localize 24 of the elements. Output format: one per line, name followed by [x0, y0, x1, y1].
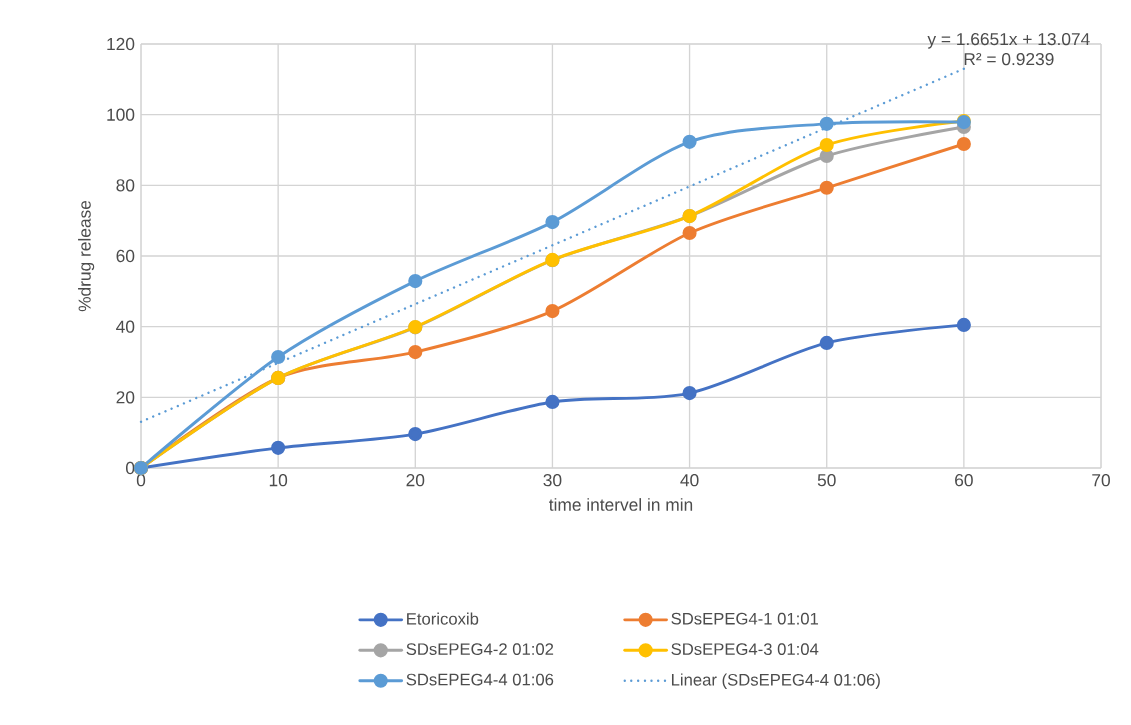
y-tick-label: 40 [116, 320, 135, 333]
y-tick-label: 100 [107, 108, 135, 121]
x-tick-label: 40 [680, 474, 699, 487]
y-tick-label: 0 [125, 461, 135, 475]
y-tick-label: 60 [116, 249, 135, 263]
x-tick-label: 50 [817, 474, 836, 487]
y-tick-label: 80 [116, 179, 135, 192]
legend-label: Linear (SDsEPEG4-4 01:06) [671, 673, 880, 689]
x-tick-label: 10 [269, 474, 288, 487]
x-tick-label: 20 [406, 474, 425, 487]
y-tick-label: 120 [107, 37, 135, 51]
annotation: R² = 0.9239 [964, 52, 1054, 66]
legend-label: SDsEPEG4-4 01:06 [406, 673, 554, 686]
y-axis-title: %drug release [78, 200, 95, 312]
x-axis-title: time intervel in min [549, 498, 693, 511]
legend-label: Etoricoxib [407, 612, 479, 625]
annotation: y = 1.6651x + 13.074 [927, 32, 1090, 49]
legend-label: SDsEPEG4-3 01:04 [671, 643, 819, 655]
x-tick-label: 60 [955, 474, 973, 487]
legend-label: SDsEPEG4-1 01:01 [671, 612, 819, 625]
legend-label: SDsEPEG4-2 01:02 [406, 643, 554, 655]
x-tick-label: 30 [543, 474, 562, 487]
x-tick-label: 70 [1092, 474, 1110, 487]
y-tick-label: 20 [116, 391, 135, 404]
